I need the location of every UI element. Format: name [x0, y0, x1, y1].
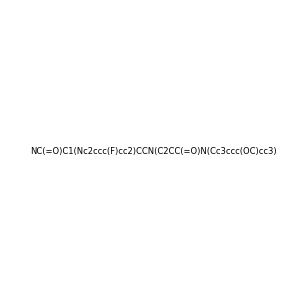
- Text: NC(=O)C1(Nc2ccc(F)cc2)CCN(C2CC(=O)N(Cc3ccc(OC)cc3): NC(=O)C1(Nc2ccc(F)cc2)CCN(C2CC(=O)N(Cc3c…: [30, 147, 277, 156]
